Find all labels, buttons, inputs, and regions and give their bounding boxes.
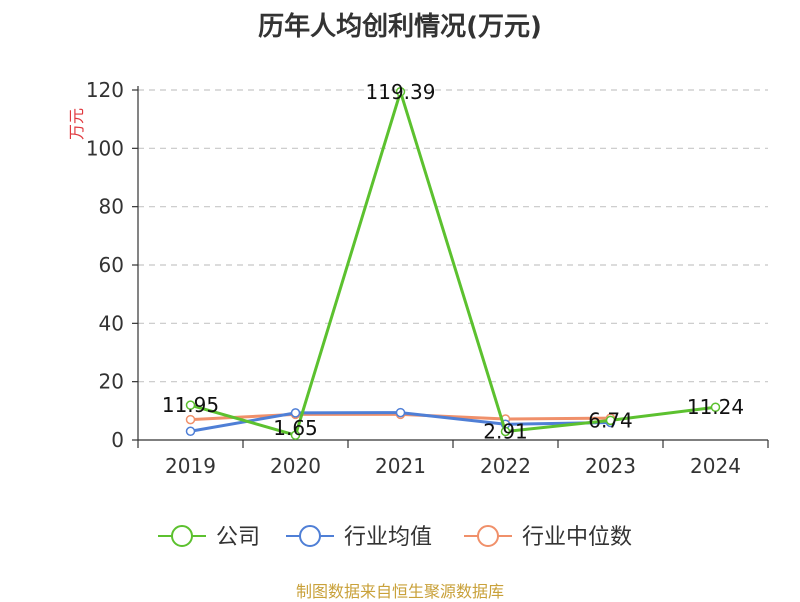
legend-marker bbox=[477, 525, 499, 547]
data-label: 1.65 bbox=[273, 416, 318, 440]
x-tick-label: 2022 bbox=[480, 454, 531, 478]
series-line bbox=[190, 90, 716, 437]
y-axis-title: 万元 bbox=[67, 108, 86, 140]
data-label: 2.91 bbox=[483, 420, 528, 444]
x-tick-label: 2023 bbox=[585, 454, 636, 478]
legend-marker bbox=[171, 525, 193, 547]
legend-item[interactable]: 行业均值 bbox=[286, 525, 432, 550]
source-note: 制图数据来自恒生聚源数据库 bbox=[295, 582, 504, 601]
data-label: 6.74 bbox=[588, 408, 633, 432]
y-tick-label: 120 bbox=[86, 78, 124, 102]
data-point bbox=[395, 407, 406, 418]
data-point bbox=[185, 426, 196, 436]
data-label: 11.95 bbox=[162, 393, 219, 417]
legend-label: 公司 bbox=[216, 525, 260, 550]
y-tick-label: 0 bbox=[111, 428, 124, 452]
data-point bbox=[290, 408, 301, 418]
legend-label: 行业均值 bbox=[344, 525, 432, 550]
chart-title: 历年人均创利情况(万元) bbox=[258, 12, 542, 42]
data-point bbox=[500, 426, 511, 437]
data-label: 119.39 bbox=[366, 80, 436, 104]
data-point bbox=[605, 415, 616, 426]
legend-marker bbox=[299, 525, 321, 547]
x-tick-label: 2019 bbox=[165, 454, 216, 478]
data-point bbox=[185, 400, 196, 410]
data-point bbox=[710, 402, 721, 412]
y-tick-label: 60 bbox=[99, 253, 124, 277]
data-point bbox=[185, 414, 196, 425]
series bbox=[185, 87, 721, 440]
y-tick-label: 80 bbox=[99, 195, 124, 219]
y-tick-label: 20 bbox=[99, 370, 124, 394]
data-point bbox=[290, 430, 301, 440]
data-labels: 11.95 1.65 119.39 2.91 6.74 11.24 bbox=[162, 80, 744, 444]
y-tick-label: 100 bbox=[86, 136, 124, 160]
x-tick-label: 2024 bbox=[690, 454, 741, 478]
legend-label: 行业中位数 bbox=[522, 525, 632, 550]
y-tick-label: 40 bbox=[99, 311, 124, 335]
data-label: 11.24 bbox=[687, 395, 744, 419]
legend-item[interactable]: 公司 bbox=[158, 525, 260, 550]
legend-item[interactable]: 行业中位数 bbox=[464, 525, 632, 550]
data-point bbox=[395, 87, 406, 97]
x-tick-label: 2020 bbox=[270, 454, 321, 478]
x-tick-label: 2021 bbox=[375, 454, 426, 478]
legend[interactable]: 公司 行业均值 行业中位数 bbox=[158, 525, 632, 550]
grid-lines bbox=[138, 89, 768, 383]
